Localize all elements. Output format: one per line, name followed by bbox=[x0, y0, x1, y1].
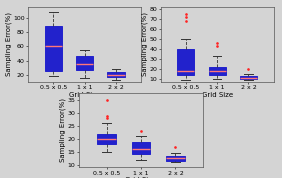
X-axis label: Grid Size: Grid Size bbox=[69, 92, 100, 98]
PathPatch shape bbox=[97, 134, 116, 144]
PathPatch shape bbox=[107, 72, 125, 77]
PathPatch shape bbox=[45, 26, 62, 71]
PathPatch shape bbox=[131, 142, 151, 155]
X-axis label: Grid Size: Grid Size bbox=[125, 177, 157, 178]
PathPatch shape bbox=[177, 49, 194, 75]
Y-axis label: Sampling Error(%): Sampling Error(%) bbox=[5, 12, 12, 77]
X-axis label: Grid Size: Grid Size bbox=[202, 92, 233, 98]
PathPatch shape bbox=[166, 156, 185, 161]
Y-axis label: Sampling Error(%): Sampling Error(%) bbox=[142, 12, 148, 77]
PathPatch shape bbox=[76, 56, 93, 70]
PathPatch shape bbox=[240, 76, 257, 79]
Y-axis label: Sampling Error(%): Sampling Error(%) bbox=[60, 98, 66, 162]
PathPatch shape bbox=[208, 67, 226, 75]
